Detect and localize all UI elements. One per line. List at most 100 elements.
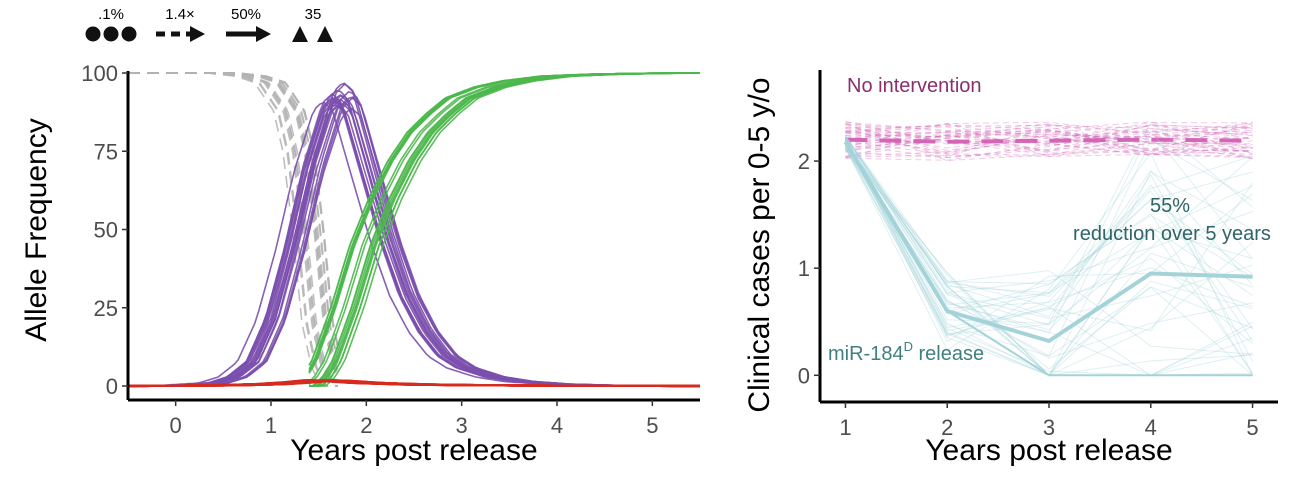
right-series-0-replicate <box>845 131 1253 159</box>
series-2-line <box>308 72 700 366</box>
right-series-0-replicate <box>845 130 1253 153</box>
annotation-release-rest: release <box>913 343 984 365</box>
annotation-no-intervention: No intervention <box>847 75 982 97</box>
series-2-line <box>308 72 700 372</box>
right-x-tick-label: 5 <box>1246 415 1258 440</box>
series-2-line <box>308 72 700 366</box>
right-y-axis-title: Clinical cases per 0-5 y/o <box>743 77 776 412</box>
right-series-0-replicate <box>845 131 1253 144</box>
series-1-replicates <box>127 82 701 387</box>
right-series-1-replicate <box>844 137 1253 343</box>
legend-label-efficiency: 50% <box>231 6 261 23</box>
clinical-cases-axes: 1 2 3 4 5 0 1 2 <box>798 70 1278 440</box>
right-x-tick-label: 3 <box>1043 415 1055 440</box>
series-1-line <box>128 108 700 387</box>
dashed-arrow-icon <box>156 26 205 42</box>
series-1-line <box>128 98 700 387</box>
right-series-0-replicate <box>845 124 1253 140</box>
series-1-line <box>128 90 700 387</box>
series-0-line <box>128 72 339 345</box>
left-y-axis-title: Allele Frequency <box>20 118 53 341</box>
right-series-0-replicate <box>845 121 1253 147</box>
series-1-line <box>128 102 700 387</box>
right-series-1-replicate <box>844 144 1253 285</box>
series-2-line <box>308 72 700 386</box>
right-series-0-replicate <box>845 125 1253 151</box>
right-series-1-replicate <box>844 136 1253 359</box>
right-y-tick-label: 2 <box>798 149 810 174</box>
left-y-tick-label: 75 <box>94 139 118 164</box>
legend: .1% 1.4× 50% 35 <box>85 6 333 42</box>
right-series-0-replicate <box>845 125 1253 144</box>
right-series-0-replicate <box>845 123 1253 154</box>
series-0-line <box>128 72 338 387</box>
series-2-line <box>308 72 700 383</box>
right-series-0-replicate <box>845 127 1253 155</box>
left-y-tick-label: 25 <box>94 296 118 321</box>
right-series-0-replicate <box>845 121 1253 157</box>
series-1-line <box>128 93 700 387</box>
left-x-axis-title: Years post release <box>290 434 537 467</box>
right-series-0-replicate <box>845 125 1253 155</box>
right-series-1-replicate <box>844 142 1253 335</box>
series-1-line <box>128 92 700 387</box>
series-3-line <box>127 379 700 388</box>
right-series-1-mean-line <box>843 140 1253 344</box>
clinical-cases-chart: 1 2 3 4 5 0 1 2 Years post release Clinical cas… <box>743 70 1278 467</box>
series-0-line <box>128 72 338 387</box>
right-series-1-replicate <box>844 138 1254 332</box>
right-x-tick-label: 1 <box>839 415 851 440</box>
right-series-0-replicate <box>845 123 1253 134</box>
series-1-line <box>128 105 700 387</box>
right-series-1-replicate <box>844 147 1253 376</box>
allele-frequency-lines <box>127 72 701 388</box>
legend-label-release-size: .1% <box>98 6 124 23</box>
right-series-0-replicate <box>845 125 1253 158</box>
right-series-0-replicate <box>845 123 1253 154</box>
right-series-0-replicate <box>845 121 1253 152</box>
right-series-0-replicate <box>845 129 1253 159</box>
left-x-tick-label: 0 <box>170 413 182 438</box>
right-series-0-replicate <box>845 130 1253 153</box>
legend-label-fitness: 1.4× <box>165 6 195 23</box>
series-3-replicates <box>127 379 700 388</box>
series-1-line <box>127 103 700 387</box>
right-series-1-replicate <box>844 147 1253 319</box>
right-series-0-replicate <box>845 131 1253 160</box>
right-series-0-replicate <box>845 123 1253 143</box>
right-x-axis-title: Years post release <box>925 434 1172 467</box>
right-series-0-replicate <box>845 128 1253 157</box>
right-series-1-replicates <box>843 121 1254 377</box>
right-series-0-replicate <box>845 134 1253 155</box>
right-y-tick-label: 1 <box>798 256 810 281</box>
right-series-1-replicate <box>844 136 1253 376</box>
right-series-0-replicate <box>845 134 1253 153</box>
right-series-1-replicate <box>844 121 1253 325</box>
right-series-0-replicate <box>845 133 1253 159</box>
annotation-release-main: miR-184 <box>828 343 904 365</box>
right-series-1-replicate <box>844 129 1253 334</box>
annotation-reduction-percent: 55% <box>1150 195 1190 217</box>
right-series-1-replicate <box>844 144 1253 331</box>
right-series-1-replicate <box>844 135 1253 355</box>
right-series-0-replicate <box>845 130 1253 157</box>
clinical-cases-lines <box>843 120 1254 377</box>
series-2-replicates <box>308 72 701 387</box>
right-series-0-replicate <box>845 123 1253 153</box>
three-dots-icon <box>85 26 137 42</box>
right-series-1-replicate <box>844 135 1254 362</box>
right-series-0-replicate <box>845 125 1253 150</box>
annotation-reduction-text: reduction over 5 years <box>1073 223 1271 245</box>
right-series-0-replicate <box>845 121 1253 148</box>
two-triangles-icon <box>292 26 333 42</box>
right-series-0-replicate <box>845 122 1253 158</box>
right-series-1-replicate <box>844 147 1254 376</box>
left-y-tick-label: 50 <box>94 218 118 243</box>
right-series-1-replicate <box>844 136 1253 370</box>
series-2-line <box>308 72 700 372</box>
right-series-1-replicate <box>844 147 1254 342</box>
annotation-release: miR-184D release <box>828 339 984 365</box>
right-series-1-replicate <box>844 139 1253 294</box>
